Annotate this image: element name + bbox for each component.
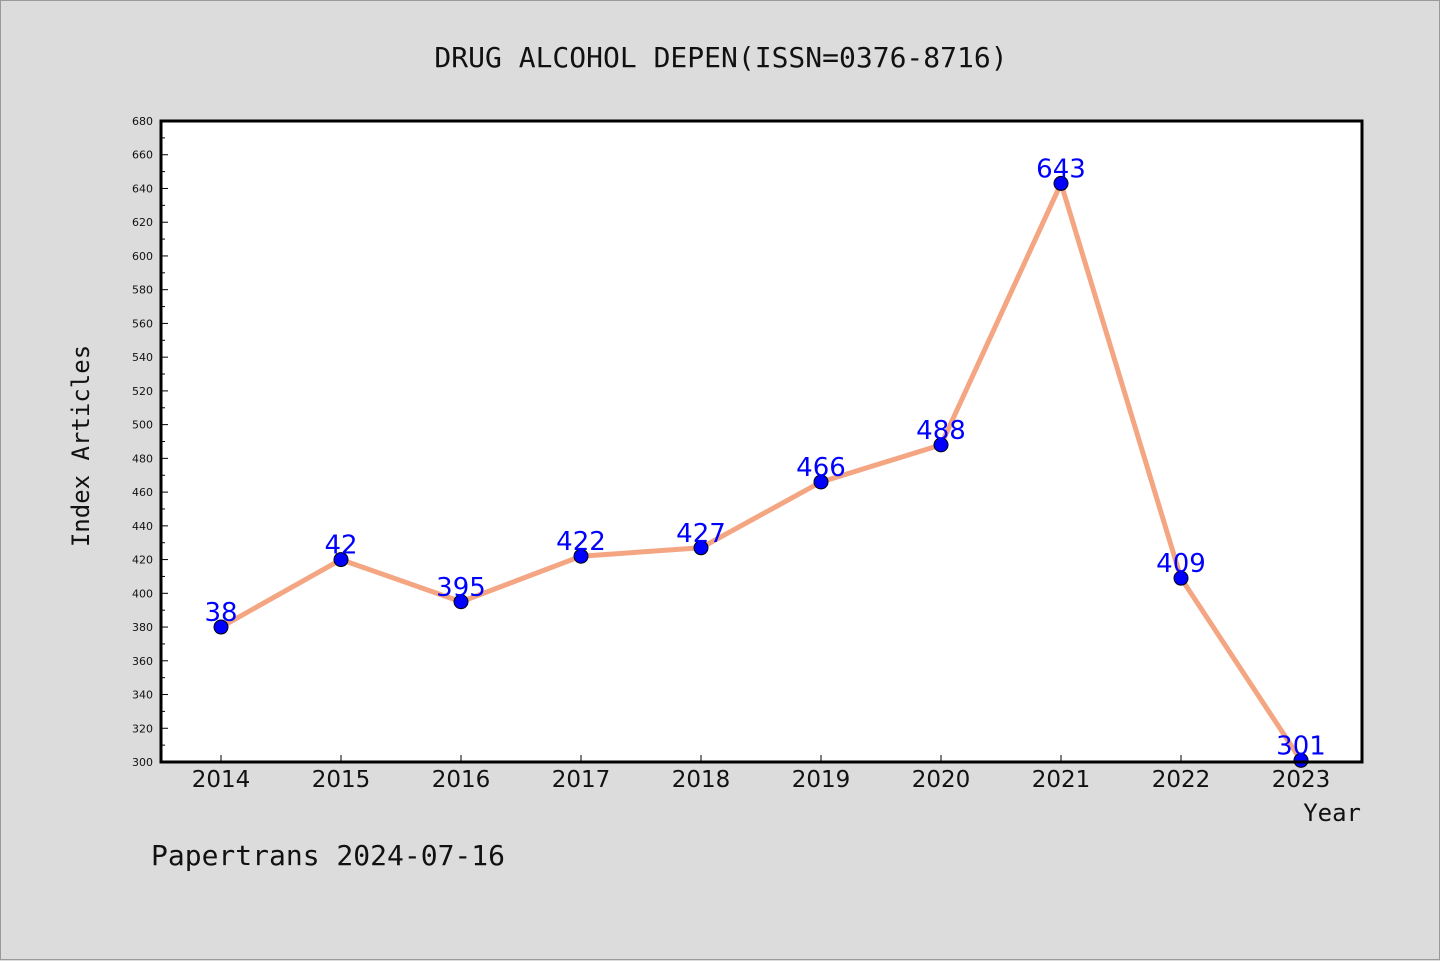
x-axis-ticks: 2014 2015 2016 2017 2018 2019 2020 2021 2022 2023 xyxy=(192,755,1331,793)
data-label: 466 xyxy=(796,453,846,483)
y-axis-ticks: 300 320 340 360 380 400 420 440 460 480 500 520 540 5… xyxy=(132,115,168,769)
data-label: 38 xyxy=(204,598,237,628)
y-tick-label: 540 xyxy=(132,351,153,364)
data-label: 643 xyxy=(1036,154,1086,184)
y-tick-label: 680 xyxy=(132,115,153,128)
series-line xyxy=(218,180,1304,763)
y-tick-label: 600 xyxy=(132,250,153,263)
data-point xyxy=(813,474,829,490)
y-tick-label: 660 xyxy=(132,149,153,162)
data-label: 395 xyxy=(436,573,486,603)
data-label: 488 xyxy=(916,416,966,446)
y-tick-label: 480 xyxy=(132,452,153,465)
x-tick-label: 2019 xyxy=(792,767,851,793)
x-tick-label: 2016 xyxy=(432,767,491,793)
data-point xyxy=(333,552,349,568)
x-axis-title: Year xyxy=(1303,799,1361,827)
data-point xyxy=(573,548,589,564)
y-axis-title: Index Articles xyxy=(67,345,95,547)
data-label: 427 xyxy=(676,519,726,549)
data-point xyxy=(1173,570,1189,586)
y-tick-label: 460 xyxy=(132,486,153,499)
x-tick-label: 2015 xyxy=(312,767,371,793)
data-points xyxy=(213,175,1309,768)
y-tick-label: 580 xyxy=(132,284,153,297)
data-point xyxy=(453,594,469,610)
data-labels: 38 42 395 422 427 466 488 643 409 301 xyxy=(204,154,1325,761)
x-tick-label: 2014 xyxy=(192,767,251,793)
y-tick-label: 420 xyxy=(132,554,153,567)
data-label: 301 xyxy=(1276,731,1326,761)
chart-title: DRUG ALCOHOL DEPEN(ISSN=0376-8716) xyxy=(434,41,1007,74)
footer-credit: Papertrans 2024-07-16 xyxy=(151,839,505,872)
data-point xyxy=(1053,175,1069,191)
y-tick-label: 440 xyxy=(132,520,153,533)
data-label: 42 xyxy=(324,531,357,561)
y-tick-label: 360 xyxy=(132,655,153,668)
data-point xyxy=(213,619,229,635)
y-tick-label: 620 xyxy=(132,216,153,229)
x-tick-label: 2022 xyxy=(1152,767,1211,793)
x-tick-label: 2020 xyxy=(912,767,971,793)
y-tick-label: 640 xyxy=(132,182,153,195)
y-tick-label: 300 xyxy=(132,756,153,769)
y-tick-label: 380 xyxy=(132,621,153,634)
y-tick-label: 340 xyxy=(132,689,153,702)
plot-border xyxy=(159,119,1364,764)
y-tick-label: 400 xyxy=(132,587,153,600)
plot-area xyxy=(161,121,1362,762)
y-tick-label: 560 xyxy=(132,317,153,330)
x-tick-label: 2017 xyxy=(552,767,611,793)
x-tick-label: 2023 xyxy=(1272,767,1331,793)
x-tick-label: 2018 xyxy=(672,767,731,793)
data-label: 422 xyxy=(556,527,606,557)
y-tick-label: 320 xyxy=(132,722,153,735)
x-tick-label: 2021 xyxy=(1032,767,1091,793)
y-tick-label: 500 xyxy=(132,419,153,432)
data-point xyxy=(933,437,949,453)
y-tick-label: 520 xyxy=(132,385,153,398)
data-point xyxy=(693,540,709,556)
data-label: 409 xyxy=(1156,549,1206,579)
data-point xyxy=(1293,752,1309,768)
